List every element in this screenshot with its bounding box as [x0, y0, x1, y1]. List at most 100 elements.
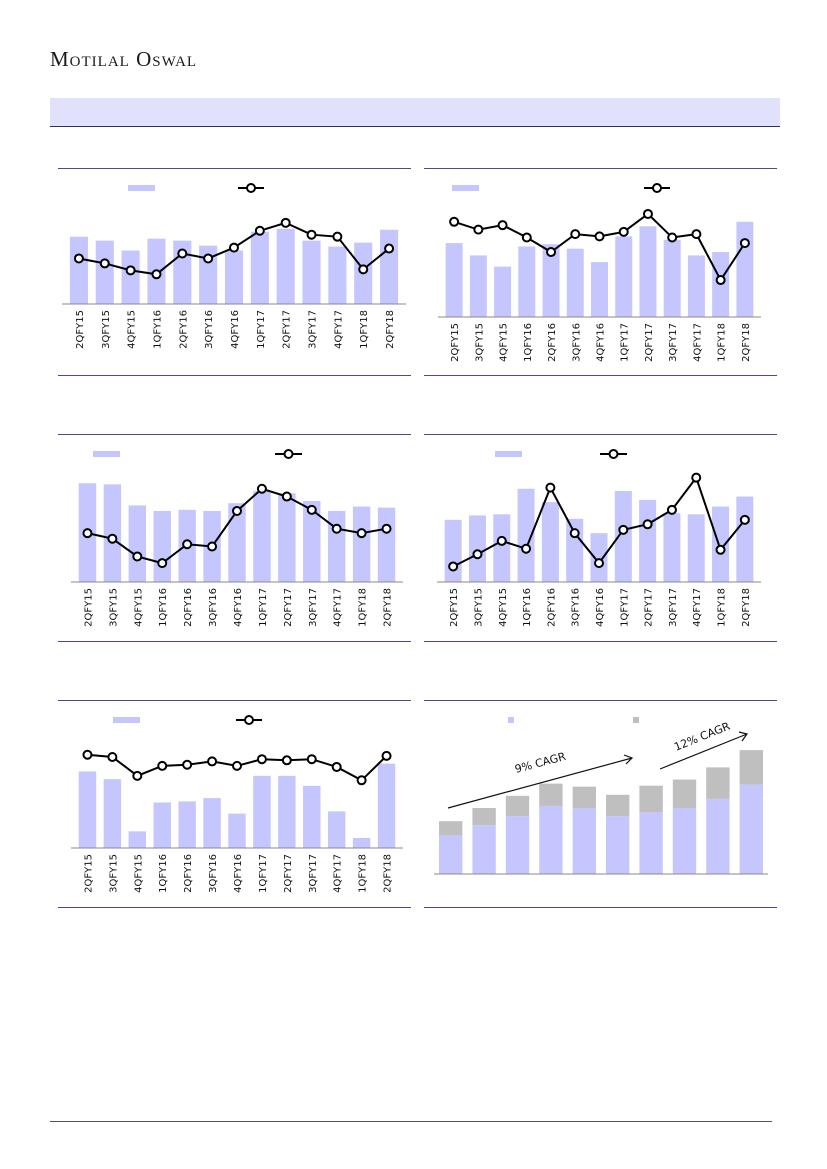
- legend-bar-swatch: [452, 185, 479, 191]
- line-point-4QFY17: [332, 231, 343, 242]
- bar-1QFY17: [250, 231, 269, 304]
- bar-1QFY17: [614, 490, 632, 582]
- x-tick-label: 4QFY15: [499, 323, 510, 362]
- x-tick-label: 2QFY17: [644, 588, 655, 627]
- line-point-1QFY17: [254, 225, 265, 236]
- line-point-2QFY16: [545, 482, 556, 493]
- bar-3QFY15: [468, 515, 486, 582]
- x-tick-label: 1QFY18: [358, 588, 369, 627]
- x-tick-label: 3QFY16: [571, 588, 582, 627]
- line-point-2QFY18: [739, 514, 750, 525]
- x-tick-label: 4QFY16: [230, 310, 241, 349]
- x-tick-label: 3QFY15: [101, 310, 112, 349]
- x-tick-label: 4QFY15: [127, 310, 138, 349]
- bar-2QFY18: [736, 496, 754, 582]
- x-tick-label: 2QFY15: [450, 323, 461, 362]
- line-point-1QFY16: [157, 558, 168, 569]
- bar-2QFY18: [377, 763, 396, 848]
- x-tick-label: 4QFY16: [233, 854, 244, 893]
- line-point-2QFY15: [449, 216, 460, 227]
- bar-3QFY17: [303, 785, 321, 848]
- line-point-2QFY15: [448, 561, 459, 572]
- panel-rule: [58, 700, 411, 701]
- bar-2QFY16: [541, 502, 559, 582]
- legend-stack-swatch: [633, 717, 639, 723]
- cagr-arrow-1: [447, 757, 633, 809]
- x-tick-label: 4QFY17: [333, 588, 344, 627]
- panel-rule: [424, 434, 777, 435]
- panel-rule: [58, 641, 411, 642]
- line-point-3QFY16: [203, 253, 214, 264]
- line-point-2QFY17: [642, 519, 653, 530]
- bar-1QFY18: [712, 506, 730, 582]
- line-point-2QFY15: [82, 749, 93, 760]
- line-point-1QFY18: [356, 775, 367, 786]
- bar-2QFY17: [278, 493, 296, 582]
- bar-2QFY16: [178, 801, 196, 848]
- x-tick-label: 3QFY15: [108, 588, 119, 627]
- bar-4QFY16: [228, 503, 246, 582]
- x-tick-label: 2QFY16: [178, 310, 189, 349]
- legend-bar-swatch: [508, 717, 514, 723]
- bar-2QFY17: [276, 228, 295, 304]
- x-tick-label: 3QFY15: [108, 854, 119, 893]
- bar-4QFY17: [687, 514, 705, 582]
- legend-line-marker: [246, 183, 256, 193]
- line-point-2QFY18: [381, 523, 392, 534]
- x-tick-label: 1QFY16: [523, 323, 534, 362]
- line-point-2QFY18: [739, 238, 750, 249]
- line-point-4QFY17: [331, 523, 342, 534]
- line-point-1QFY17: [256, 483, 267, 494]
- x-tick-label: 3QFY17: [308, 310, 319, 349]
- line-point-2QFY15: [73, 253, 84, 264]
- line-point-3QFY17: [306, 754, 317, 765]
- bar-3QFY16: [566, 248, 584, 317]
- x-tick-label: 2QFY17: [644, 323, 655, 362]
- panel-rule: [58, 168, 411, 169]
- stack-bar-top: [439, 821, 463, 836]
- x-tick-label: 3QFY16: [208, 588, 219, 627]
- bar-1QFY18: [352, 506, 371, 582]
- x-tick-label: 3QFY15: [473, 588, 484, 627]
- bar-4QFY16: [224, 250, 244, 304]
- bar-4QFY15: [121, 250, 140, 304]
- x-tick-label: 1QFY18: [717, 588, 728, 627]
- bar-3QFY17: [302, 240, 321, 304]
- x-tick-label: 2QFY18: [385, 310, 396, 349]
- line-point-2QFY17: [280, 217, 291, 228]
- line-point-1QFY18: [356, 528, 367, 539]
- legend-line-marker: [608, 449, 619, 459]
- legend-bar-swatch: [128, 185, 155, 191]
- panel-rule: [424, 700, 777, 701]
- panel-rule: [424, 168, 777, 169]
- legend-line-marker: [652, 183, 662, 193]
- x-tick-label: 2QFY15: [83, 854, 94, 893]
- x-tick-label: 4QFY16: [595, 588, 606, 627]
- x-tick-label: 4QFY16: [596, 323, 607, 362]
- stack-bar-top: [739, 750, 763, 785]
- bar-4QFY16: [228, 813, 246, 848]
- line-point-4QFY15: [497, 220, 508, 231]
- stack-bar-bottom: [572, 808, 596, 874]
- line-point-2QFY18: [381, 750, 392, 761]
- line-point-4QFY17: [331, 761, 342, 772]
- line-point-1QFY16: [151, 269, 162, 280]
- line-point-4QFY17: [691, 229, 702, 240]
- bar-3QFY16: [203, 798, 221, 848]
- bar-3QFY15: [103, 779, 122, 848]
- stack-bar-top: [505, 795, 530, 817]
- bar-2QFY15: [445, 243, 463, 317]
- bar-2QFY15: [78, 771, 97, 848]
- line-point-2QFY16: [182, 759, 193, 770]
- x-tick-label: 3QFY15: [474, 323, 485, 362]
- line-point-3QFY16: [207, 541, 218, 552]
- line-point-1QFY18: [715, 544, 726, 555]
- x-tick-label: 2QFY18: [383, 588, 394, 627]
- bar-1QFY17: [253, 490, 271, 582]
- legend-bar-swatch: [113, 717, 140, 723]
- x-tick-label: 3QFY16: [571, 323, 582, 362]
- panel-rule: [58, 434, 411, 435]
- line-point-2QFY16: [546, 247, 557, 258]
- line-point-3QFY17: [306, 504, 317, 515]
- bar-4QFY17: [328, 246, 347, 304]
